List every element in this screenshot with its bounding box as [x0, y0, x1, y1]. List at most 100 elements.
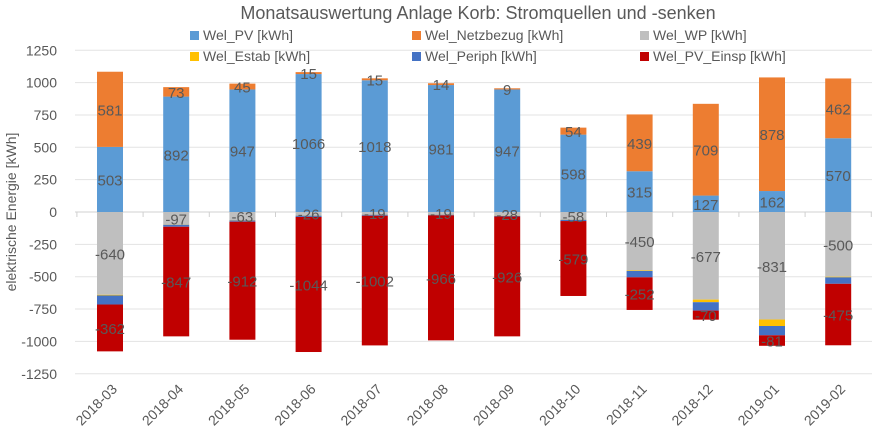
bar-wel-netzbezug-2018-06	[295, 72, 322, 75]
data-label: 598	[561, 166, 586, 183]
x-tick-label: 2018-06	[271, 381, 319, 429]
x-tick-label: 2019-01	[734, 381, 782, 429]
data-label: -677	[691, 249, 721, 266]
data-label: 503	[97, 172, 122, 189]
bar-wel-pv-2018-07	[361, 80, 388, 212]
data-label: 981	[428, 142, 453, 159]
bar-wel-periph-2018-05	[229, 220, 256, 222]
x-tick-label: 2018-03	[72, 381, 120, 429]
bar-wel-pv-2018-12	[692, 195, 719, 212]
data-label: -28	[496, 207, 518, 224]
chart-title: Monatsauswertung Anlage Korb: Stromquell…	[240, 3, 715, 23]
data-label: 570	[826, 168, 851, 185]
legend-swatch	[640, 52, 649, 61]
bar-wel-pv-einsp-2018-06	[295, 216, 322, 353]
x-tick-label: 2018-04	[139, 381, 187, 429]
bar-wel-pv-einsp-2018-05	[229, 221, 256, 340]
bar-wel-periph-2018-11	[626, 270, 653, 278]
data-label: 127	[693, 197, 718, 214]
bar-wel-pv-einsp-2018-07	[361, 215, 388, 346]
y-tick-label: 750	[34, 107, 58, 123]
y-tick-label: -1000	[21, 333, 57, 349]
data-label: -579	[558, 252, 588, 269]
bar-wel-pv-2018-09	[494, 89, 521, 212]
data-label: 892	[164, 147, 189, 164]
x-tick-label: 2018-07	[337, 381, 385, 429]
bar-wel-wp-2018-11	[626, 212, 653, 271]
data-label: -500	[823, 237, 853, 254]
legend-item: Wel_WP [kWh]	[640, 27, 747, 43]
bar-wel-pv-einsp-2019-01	[759, 335, 785, 346]
bars	[97, 71, 852, 353]
data-label: 73	[168, 85, 185, 102]
bar-wel-estab-2019-01	[759, 319, 785, 327]
bar-wel-pv-einsp-2019-02	[825, 283, 852, 346]
bar-wel-netzbezug-2018-09	[494, 88, 521, 90]
bar-wel-wp-2018-07	[361, 212, 388, 215]
data-label: 315	[627, 185, 652, 202]
x-tick-label: 2018-10	[536, 381, 584, 429]
bar-wel-pv-einsp-2018-08	[428, 215, 454, 341]
data-label: -58	[563, 209, 585, 226]
bar-wel-pv-einsp-2018-03	[97, 304, 123, 352]
data-label: 15	[300, 66, 317, 83]
bar-wel-pv-2018-06	[295, 74, 322, 212]
y-tick-label: -1250	[21, 366, 57, 382]
bar-wel-pv-einsp-2018-10	[560, 221, 587, 296]
data-label: -19	[430, 206, 452, 223]
bar-wel-pv-2018-08	[428, 85, 454, 212]
data-label: -362	[95, 321, 125, 338]
y-tick-label: 1250	[26, 42, 57, 58]
bar-wel-estab-2018-03	[97, 294, 123, 296]
data-label: 947	[495, 144, 520, 161]
legend-swatch	[412, 31, 421, 40]
x-tick-label: 2018-11	[603, 381, 650, 428]
legend-label: Wel_WP [kWh]	[653, 27, 747, 43]
legend-swatch	[190, 52, 199, 61]
y-tick-label: 1000	[26, 75, 57, 91]
data-label: -966	[426, 271, 456, 288]
gridlines	[75, 49, 872, 375]
data-label: 462	[826, 101, 851, 118]
bar-wel-wp-2019-02	[825, 212, 852, 277]
data-label: -831	[757, 259, 787, 276]
legend-label: Wel_PV_Einsp [kWh]	[653, 48, 786, 64]
y-tick-label: -750	[29, 301, 57, 317]
bar-wel-estab-2019-02	[825, 276, 852, 278]
data-label: -640	[95, 246, 125, 263]
data-label: -926	[492, 269, 522, 286]
x-tick-label: 2019-02	[801, 381, 849, 429]
data-label: -847	[161, 275, 191, 292]
bar-wel-estab-2018-12	[692, 299, 719, 303]
y-axis-label: elektrische Energie [kWh]	[3, 133, 19, 292]
bar-wel-netzbezug-2018-10	[560, 127, 587, 135]
bar-wel-wp-2018-03	[97, 212, 123, 295]
data-label: -1044	[289, 277, 327, 294]
data-label: 1018	[358, 139, 391, 156]
bar-wel-netzbezug-2019-02	[825, 78, 852, 139]
bar-wel-netzbezug-2018-07	[361, 78, 388, 81]
bar-wel-wp-2018-09	[494, 212, 521, 216]
bar-wel-wp-2018-10	[560, 212, 587, 220]
y-axis-ticks: 1250 1000 750 500 250 0 -250 -500 -750 -1000 -1250	[21, 42, 57, 382]
data-label: -475	[823, 308, 853, 325]
legend-label: Wel_Periph [kWh]	[425, 48, 537, 64]
y-tick-label: -250	[29, 236, 57, 252]
legend-item: Wel_Estab [kWh]	[190, 48, 310, 64]
data-label: 439	[627, 136, 652, 153]
bar-wel-wp-2018-08	[428, 212, 454, 215]
bar-wel-pv-2019-02	[825, 138, 852, 212]
y-tick-label: 0	[49, 204, 57, 220]
x-axis-ticks: 2018-03 2018-04 2018-05 2018-06 2018-07 2018-…	[72, 381, 848, 429]
x-tick-label: 2018-12	[668, 381, 716, 429]
bar-wel-wp-2018-04	[163, 212, 190, 225]
bar-wel-periph-2018-07	[361, 214, 388, 216]
x-tick-label: 2018-05	[205, 381, 253, 429]
y-tick-label: -500	[29, 269, 57, 285]
legend-item: Wel_PV [kWh]	[190, 27, 293, 43]
legend-swatch	[640, 31, 649, 40]
legend-label: Wel_Estab [kWh]	[203, 48, 310, 64]
legend-swatch	[412, 52, 421, 61]
bar-wel-wp-2019-01	[759, 212, 785, 320]
